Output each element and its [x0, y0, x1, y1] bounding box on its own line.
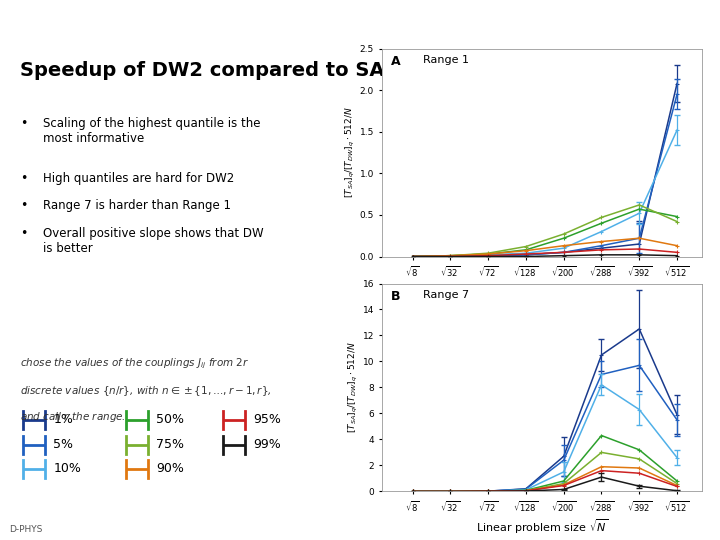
- Text: High quantiles are hard for DW2: High quantiles are hard for DW2: [43, 172, 235, 185]
- Text: Speedup of DW2 compared to SA: Speedup of DW2 compared to SA: [20, 62, 384, 80]
- Text: Range 7: Range 7: [423, 290, 469, 300]
- Text: Range 1: Range 1: [423, 55, 469, 65]
- Text: 75%: 75%: [156, 438, 184, 451]
- Text: Scaling of the highest quantile is the
most informative: Scaling of the highest quantile is the m…: [43, 117, 261, 145]
- Text: 99%: 99%: [253, 438, 282, 451]
- Text: A: A: [391, 55, 401, 68]
- Text: zürich: zürich: [52, 12, 94, 26]
- Text: 95%: 95%: [253, 413, 282, 426]
- X-axis label: Linear problem size $\sqrt{N}$: Linear problem size $\sqrt{N}$: [476, 518, 608, 536]
- Text: chose the values of the couplings $J_{ij}$ from $2r$: chose the values of the couplings $J_{ij…: [20, 357, 249, 372]
- Text: 10%: 10%: [53, 462, 81, 475]
- Text: •: •: [20, 227, 27, 240]
- Text: 90%: 90%: [156, 462, 184, 475]
- Text: •: •: [20, 172, 27, 185]
- Text: ETH: ETH: [8, 12, 39, 26]
- Text: D-PHYS: D-PHYS: [9, 525, 42, 534]
- Text: B: B: [391, 290, 401, 303]
- Y-axis label: $[T_{SA}]_q/[T_{DW}]_q\cdot512/N$: $[T_{SA}]_q/[T_{DW}]_q\cdot512/N$: [343, 107, 357, 198]
- Text: and call $r$ the range.: and call $r$ the range.: [20, 410, 126, 424]
- Text: 1%: 1%: [53, 413, 73, 426]
- Text: •: •: [20, 199, 27, 212]
- Text: Overall positive slope shows that DW
is better: Overall positive slope shows that DW is …: [43, 227, 264, 255]
- Text: •: •: [20, 117, 27, 130]
- Text: Range 7 is harder than Range 1: Range 7 is harder than Range 1: [43, 199, 231, 212]
- Text: 5%: 5%: [53, 438, 73, 451]
- Text: discrete values $\{n/r\}$, with $n \in \pm\{1, \ldots, r-1, r\}$,: discrete values $\{n/r\}$, with $n \in \…: [20, 384, 272, 399]
- Text: 50%: 50%: [156, 413, 184, 426]
- Y-axis label: $[T_{SA}]_q/[T_{DW}]_q\cdot512/N$: $[T_{SA}]_q/[T_{DW}]_q\cdot512/N$: [346, 342, 360, 433]
